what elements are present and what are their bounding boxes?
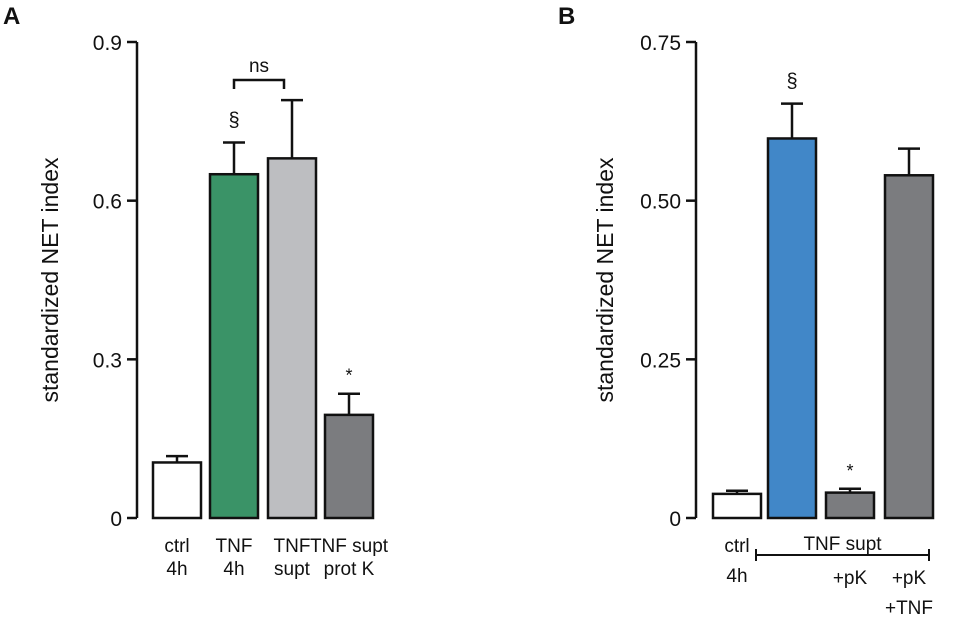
y-tick-label: 0.25 [640,349,681,372]
bar [824,491,876,520]
category-label: +TNF [885,598,933,619]
bracket-label-ns: ns [249,56,269,77]
category-label: TNF [216,536,253,557]
y-tick-label: 0.3 [93,349,122,372]
group-label: TNF supt [803,534,882,555]
group-line [755,549,930,561]
y-tick-label: 0 [110,508,122,531]
category-label: +pK [833,568,868,589]
panel-b: B 0 0.25 0.50 0.75 standardized NET index § * c… [558,3,935,619]
significance-section-mark: § [228,109,239,131]
category-label: TNF supt [310,536,389,557]
panel-a: A 0 0.3 0.6 0.9 standardized NET index § * ctrl… [3,3,389,580]
y-tick-label: 0 [669,508,681,531]
y-tick-label: 0.50 [640,191,681,214]
panel-label-a: A [3,3,20,30]
category-label: TNF [274,536,311,557]
y-tick-label: 0.9 [93,32,122,55]
y-tick-label: 0.6 [93,191,122,214]
bar [208,172,260,520]
category-label: 4h [726,566,747,587]
bar [766,137,818,520]
category-label: ctrl [164,536,189,557]
bar [266,157,318,520]
bar [883,174,935,520]
category-label: +pK [892,568,927,589]
category-label: prot K [324,559,375,580]
category-label: 4h [223,559,244,580]
significance-asterisk: * [846,461,853,481]
panel-label-b: B [558,3,575,30]
bar [151,461,203,520]
y-axis-label: standardized NET index [37,157,63,403]
y-tick-label: 0.75 [640,32,681,55]
category-label: ctrl [724,536,749,557]
comparison-bracket [232,78,286,89]
category-label: 4h [166,559,187,580]
bar [711,492,763,520]
y-axis-label: standardized NET index [592,157,618,403]
significance-asterisk: * [345,366,352,386]
category-label: supt [274,559,311,580]
significance-section-mark: § [786,71,797,93]
bar [323,413,375,520]
